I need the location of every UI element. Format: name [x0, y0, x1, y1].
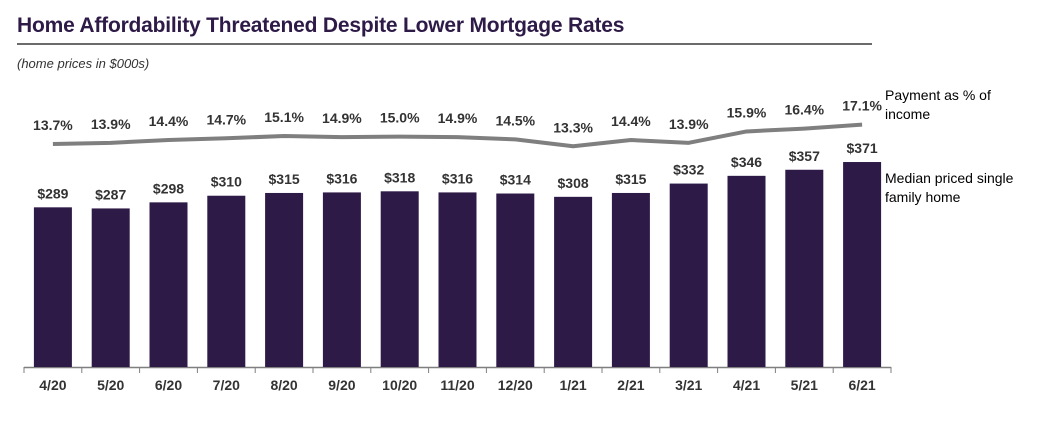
bar [611, 192, 650, 367]
x-axis-tick-label: 8/20 [270, 377, 297, 393]
x-axis-tick-label: 7/20 [213, 377, 240, 393]
legend-bar-series: Median priced single family home [885, 170, 1014, 205]
bar [554, 196, 593, 367]
x-axis-tick-label: 3/21 [675, 377, 702, 393]
x-axis-tick-label: 5/21 [791, 377, 818, 393]
legend-line-series: Payment as % of income [885, 87, 991, 122]
line-value-label: 15.1% [264, 109, 304, 125]
bar [438, 192, 477, 367]
bar-value-label: $318 [384, 169, 415, 185]
line-value-label: 13.9% [91, 116, 131, 132]
line-value-label: 14.4% [149, 113, 189, 129]
x-axis-tick-label: 12/20 [498, 377, 533, 393]
bar-value-label: $308 [558, 175, 589, 191]
x-axis-tick-label: 6/21 [848, 377, 875, 393]
bar-value-label: $315 [615, 171, 646, 187]
x-axis-tick-label: 4/20 [39, 377, 66, 393]
bar [322, 192, 361, 367]
line-value-label: 14.9% [438, 110, 478, 126]
bar [265, 192, 304, 367]
bar-value-label: $316 [442, 170, 473, 186]
bar [496, 193, 535, 367]
bar [843, 162, 882, 367]
bar-value-label: $346 [731, 154, 762, 170]
bar [207, 195, 246, 367]
bar-value-label: $316 [326, 170, 357, 186]
bar-value-label: $357 [789, 148, 820, 164]
x-axis-tick-label: 1/21 [559, 377, 586, 393]
line-value-label: 13.3% [553, 119, 593, 135]
bar-value-label: $310 [211, 174, 242, 190]
chart-title: Home Affordability Threatened Despite Lo… [17, 14, 625, 37]
line-value-label: 14.9% [322, 110, 362, 126]
bar-value-label: $298 [153, 180, 184, 196]
title-divider [17, 43, 872, 45]
x-axis-tick-label: 2/21 [617, 377, 644, 393]
bar-value-label: $371 [847, 140, 878, 156]
bar-value-label: $332 [673, 162, 704, 178]
line-value-label: 17.1% [842, 98, 882, 114]
x-axis-tick-label: 9/20 [328, 377, 355, 393]
line-value-label: 13.7% [33, 117, 73, 133]
line-value-label: 15.0% [380, 110, 420, 126]
line-value-label: 14.4% [611, 113, 651, 129]
bar [785, 169, 824, 367]
x-axis-tick-label: 10/20 [382, 377, 417, 393]
line-value-label: 14.7% [206, 111, 246, 127]
payment-percent-line [52, 122, 863, 149]
chart-subtitle: (home prices in $000s) [17, 56, 150, 71]
line-value-label: 14.5% [495, 112, 535, 128]
x-axis-tick-label: 5/20 [97, 377, 124, 393]
line-value-label: 15.9% [727, 104, 767, 120]
bar [727, 175, 766, 367]
bar [380, 191, 419, 367]
bar [91, 208, 130, 367]
line-value-label: 13.9% [669, 116, 709, 132]
bar-value-label: $314 [500, 172, 531, 188]
bar-value-label: $315 [269, 171, 300, 187]
bar-value-label: $289 [37, 185, 68, 201]
bar [669, 183, 708, 367]
bar [33, 207, 72, 367]
bar [149, 202, 188, 367]
bar-value-label: $287 [95, 186, 126, 202]
x-axis-tick-label: 4/21 [733, 377, 760, 393]
x-axis-tick-label: 6/20 [155, 377, 182, 393]
line-value-label: 16.4% [784, 102, 824, 118]
x-axis-tick-label: 11/20 [440, 377, 474, 393]
